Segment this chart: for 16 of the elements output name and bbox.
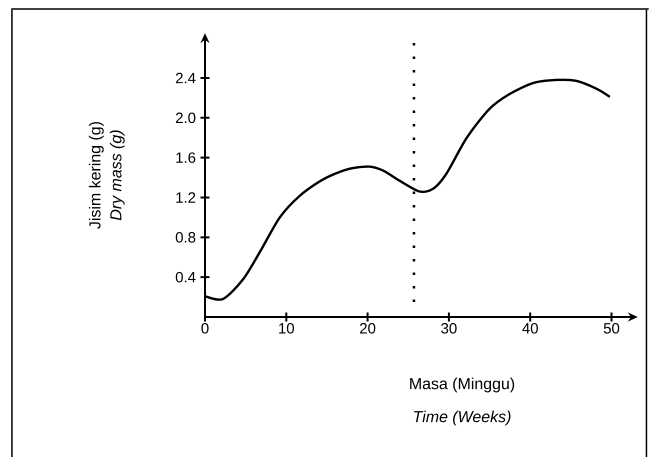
y-tick-label: 1.2 <box>176 192 196 203</box>
x-tick-label: 30 <box>441 323 457 334</box>
y-tick-label: 2.4 <box>176 72 196 84</box>
text: Time (Weeks) <box>414 410 510 426</box>
y-tick-label: 0.4 <box>176 272 196 282</box>
y-tick-label: 1.6 <box>176 152 196 163</box>
x-tick-label: 0 <box>201 323 209 334</box>
y-axis-title: Jisim kering (g) <box>88 122 104 229</box>
y-tick-label: 0.8 <box>176 232 196 243</box>
x-tick-label: 40 <box>522 323 538 334</box>
x-tick-label: 50 <box>604 323 620 334</box>
x-tick-label: 20 <box>360 323 376 334</box>
x-tick-label: 10 <box>279 323 294 334</box>
y-tick-label: 2.0 <box>176 112 196 124</box>
x-axis-title: Masa (Minggu) <box>410 378 514 392</box>
text: Dry mass (g) <box>110 130 125 220</box>
